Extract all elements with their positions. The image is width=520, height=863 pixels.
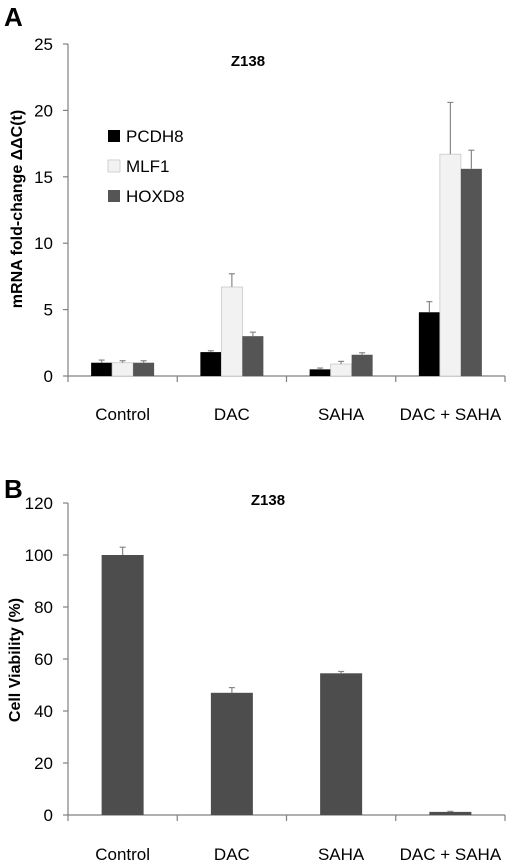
y-tick-label: 40 xyxy=(34,702,53,721)
bar xyxy=(242,336,264,376)
legend-swatch xyxy=(108,130,120,142)
y-tick-label: 20 xyxy=(34,101,53,120)
y-tick-label: 10 xyxy=(34,234,53,253)
x-category-label: DAC + SAHA xyxy=(400,845,502,863)
y-tick-label: 120 xyxy=(25,494,53,513)
legend-label: HOXD8 xyxy=(126,187,185,206)
bar xyxy=(200,352,222,376)
x-category-label: DAC xyxy=(214,845,250,863)
x-category-label: SAHA xyxy=(318,405,365,424)
y-tick-label: 100 xyxy=(25,546,53,565)
chart-a-title: Z138 xyxy=(231,53,265,70)
chart-a-ylabel: mRNA fold-change ΔΔC(t) xyxy=(9,110,26,308)
chart-a-plot: 0 5 10 15 20 25 Control DAC SAHA DAC + SAHA PCDH8 M… xyxy=(34,35,506,424)
bar xyxy=(320,673,363,815)
x-category-label: DAC xyxy=(214,405,250,424)
chart-b-plot: 0 20 40 60 80 100 120 Control DAC SAHA DAC + SAHA xyxy=(25,494,506,863)
y-tick-label: 20 xyxy=(34,754,53,773)
bar xyxy=(309,369,331,376)
chart-b-ylabel: Cell Viability (%) xyxy=(7,598,24,722)
chart-b-title: Z138 xyxy=(251,492,285,509)
legend-swatch xyxy=(107,159,121,173)
y-tick-label: 0 xyxy=(44,367,53,386)
bar xyxy=(210,692,253,815)
x-category-label: SAHA xyxy=(318,845,365,863)
y-tick-label: 80 xyxy=(34,598,53,617)
y-tick-label: 60 xyxy=(34,650,53,669)
bar xyxy=(220,286,243,377)
x-category-label: Control xyxy=(95,845,150,863)
bar xyxy=(351,354,373,376)
bar xyxy=(439,153,462,377)
bar xyxy=(101,555,144,815)
legend-swatch xyxy=(108,190,120,202)
bar xyxy=(418,312,440,376)
legend-label: MLF1 xyxy=(126,157,169,176)
bar xyxy=(111,362,134,377)
x-category-label: DAC + SAHA xyxy=(400,405,502,424)
bar xyxy=(460,168,482,376)
y-tick-label: 5 xyxy=(44,301,53,320)
bar xyxy=(133,362,155,376)
bar xyxy=(429,811,472,815)
bar xyxy=(91,362,113,376)
x-category-label: Control xyxy=(95,405,150,424)
panel-a-label: A xyxy=(4,2,23,32)
y-tick-label: 0 xyxy=(44,806,53,825)
panel-b-label: B xyxy=(4,474,23,504)
legend: PCDH8 MLF1 HOXD8 xyxy=(107,127,185,206)
legend-label: PCDH8 xyxy=(126,127,184,146)
y-tick-label: 15 xyxy=(34,168,53,187)
y-tick-label: 25 xyxy=(34,35,53,54)
bar xyxy=(330,363,353,377)
